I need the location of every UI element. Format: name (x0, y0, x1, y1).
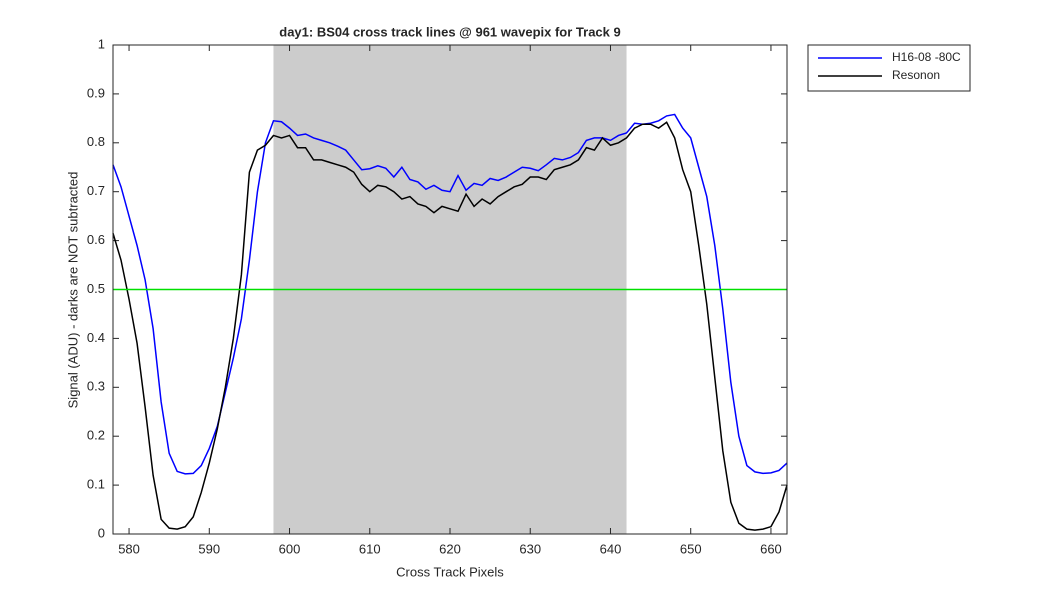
x-tick-label: 660 (760, 541, 782, 556)
series-line (112, 113, 788, 475)
x-tick-label: 640 (600, 541, 622, 556)
y-tick-label: 0.9 (87, 85, 105, 100)
x-tick-label: 590 (198, 541, 220, 556)
y-tick-label: 0.7 (87, 183, 105, 198)
y-tick-label: 0.1 (87, 477, 105, 492)
y-tick-label: 0 (98, 525, 105, 540)
axes-box (112, 44, 788, 535)
legend-box (807, 44, 971, 92)
x-tick-label: 600 (279, 541, 301, 556)
series-line (112, 121, 788, 531)
y-tick-label: 0.5 (87, 281, 105, 296)
x-tick-label: 610 (359, 541, 381, 556)
legend-label: H16-08 -80C (892, 50, 961, 64)
y-tick-label: 0.2 (87, 428, 105, 443)
x-tick-label: 580 (118, 541, 140, 556)
x-tick-label: 620 (439, 541, 461, 556)
x-tick-label: 650 (680, 541, 702, 556)
x-axis-label: Cross Track Pixels (396, 564, 504, 579)
y-tick-label: 0.3 (87, 379, 105, 394)
y-tick-label: 1 (98, 36, 105, 51)
legend-label: Resonon (892, 68, 940, 82)
x-tick-label: 630 (519, 541, 541, 556)
chart-title: day1: BS04 cross track lines @ 961 wavep… (279, 24, 620, 39)
y-axis-label: Signal (ADU) - darks are NOT subtracted (65, 172, 80, 409)
y-tick-label: 0.4 (87, 330, 105, 345)
y-tick-label: 0.8 (87, 134, 105, 149)
y-tick-label: 0.6 (87, 232, 105, 247)
